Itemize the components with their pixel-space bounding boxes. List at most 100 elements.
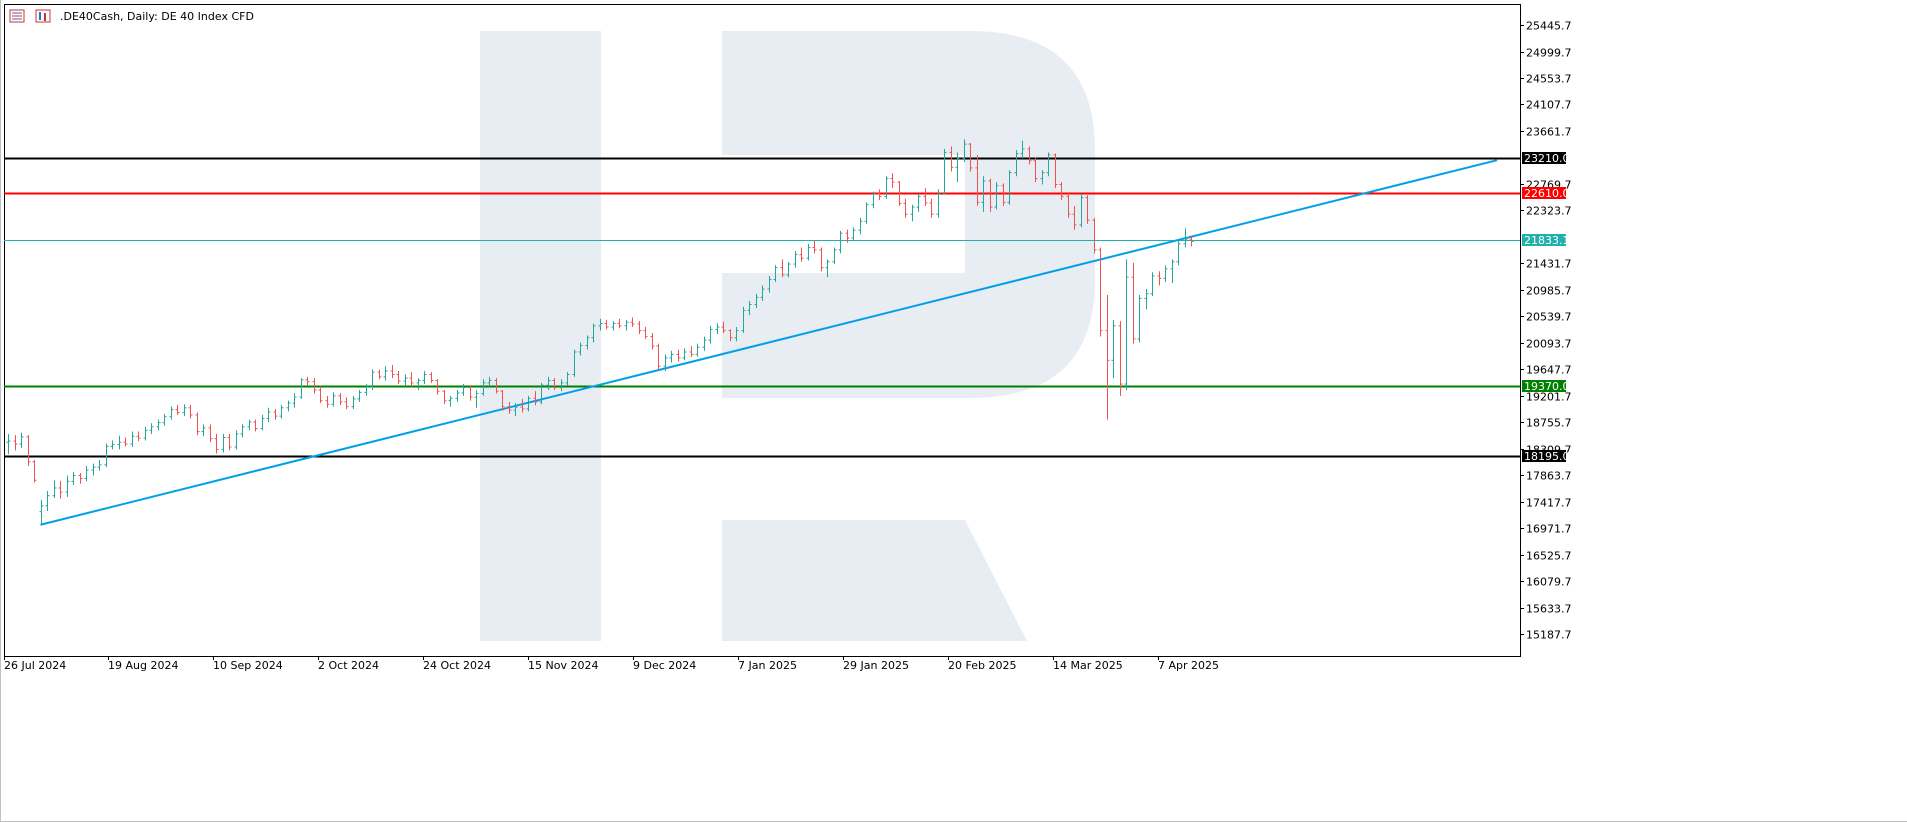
ohlc-bar <box>39 499 44 524</box>
ohlc-bar <box>871 191 876 209</box>
ohlc-bar <box>650 332 655 350</box>
y-tick-label: 24999.7 <box>1526 47 1572 60</box>
ohlc-bar <box>1014 150 1019 177</box>
ohlc-bar <box>689 346 694 357</box>
ohlc-bar <box>266 407 271 423</box>
ohlc-bar <box>825 259 830 278</box>
ohlc-bar <box>1079 194 1084 228</box>
ohlc-bar <box>292 392 297 408</box>
ohlc-bar <box>273 408 278 420</box>
ohlc-bar <box>1170 259 1175 284</box>
ohlc-bar <box>955 152 960 183</box>
ohlc-bar <box>487 376 492 387</box>
ohlc-bar <box>403 374 408 386</box>
ohlc-bar <box>195 412 200 436</box>
ohlc-bar <box>208 424 213 443</box>
ohlc-bar <box>286 400 291 412</box>
ohlc-bars <box>6 139 1194 524</box>
y-tick-label: 16971.7 <box>1526 523 1572 536</box>
ohlc-bar <box>916 194 921 212</box>
y-tick-label: 18755.7 <box>1526 417 1572 430</box>
ohlc-bar <box>676 349 681 362</box>
x-tick-label: 10 Sep 2024 <box>213 659 283 672</box>
ohlc-bar <box>884 176 889 199</box>
ohlc-bar <box>169 406 174 420</box>
ohlc-bar <box>370 369 375 390</box>
chart-title: .DE40Cash, Daily: DE 40 Index CFD <box>60 10 254 23</box>
ohlc-bar <box>1046 152 1051 177</box>
ohlc-bar <box>130 431 135 447</box>
ohlc-bar <box>1007 170 1012 205</box>
ohlc-bar <box>864 202 869 224</box>
ohlc-bar <box>533 391 538 406</box>
ohlc-bar <box>1053 153 1058 189</box>
y-tick-label: 17863.7 <box>1526 470 1572 483</box>
ohlc-bar <box>351 395 356 409</box>
ohlc-bar <box>455 389 460 402</box>
ohlc-bar <box>1105 294 1110 420</box>
ohlc-bar <box>1137 294 1142 343</box>
ohlc-bar <box>1085 195 1090 224</box>
ohlc-bar <box>1176 240 1181 266</box>
ohlc-bar <box>572 349 577 377</box>
ohlc-bar <box>929 198 934 218</box>
ohlc-bar <box>123 437 128 447</box>
x-tick-label: 26 Jul 2024 <box>4 659 66 672</box>
x-tick-label: 24 Oct 2024 <box>423 659 491 672</box>
ohlc-bar <box>1072 205 1077 230</box>
level-price-box <box>1522 380 1566 392</box>
ohlc-bar <box>546 376 551 390</box>
ohlc-bar <box>910 204 915 222</box>
ohlc-bar <box>1111 319 1116 379</box>
x-tick-label: 15 Nov 2024 <box>528 659 598 672</box>
ohlc-bar <box>331 392 336 407</box>
ohlc-bar <box>760 285 765 301</box>
chart-type-icon[interactable] <box>35 9 51 23</box>
ohlc-bar <box>643 327 648 339</box>
level-price-label: 21833.1 <box>1524 234 1570 247</box>
ohlc-bar <box>240 424 245 438</box>
ohlc-bar <box>1118 321 1123 396</box>
bars-menu-icon[interactable] <box>9 9 25 23</box>
ohlc-bar <box>71 471 76 485</box>
ohlc-bar <box>513 403 518 417</box>
y-tick-label: 25445.7 <box>1526 20 1572 33</box>
trendline[interactable] <box>40 159 1498 526</box>
ohlc-bar <box>1020 140 1025 159</box>
y-tick-label: 24107.7 <box>1526 99 1572 112</box>
ohlc-bar <box>715 323 720 335</box>
ohlc-bar <box>845 229 850 243</box>
ohlc-bar <box>897 180 902 206</box>
ohlc-bar <box>162 413 167 426</box>
ohlc-bar <box>13 435 18 451</box>
ohlc-bar <box>214 433 219 454</box>
level-price-box <box>1522 450 1566 462</box>
watermark-leg <box>722 520 1027 641</box>
ohlc-bar <box>435 379 440 395</box>
ohlc-bar <box>832 247 837 265</box>
x-tick-label: 19 Aug 2024 <box>108 659 178 672</box>
ohlc-bar <box>260 414 265 431</box>
ohlc-bar <box>175 404 180 415</box>
ohlc-bar <box>936 189 941 218</box>
ohlc-bar <box>1033 157 1038 183</box>
ohlc-bar <box>754 293 759 309</box>
ohlc-bar <box>975 154 980 206</box>
y-tick-label: 20539.7 <box>1526 311 1572 324</box>
ohlc-bar <box>877 189 882 200</box>
ohlc-bar <box>182 404 187 417</box>
ohlc-bar <box>838 230 843 254</box>
y-tick-label: 20093.7 <box>1526 338 1572 351</box>
ohlc-bar <box>1163 265 1168 282</box>
ohlc-bar <box>110 440 115 450</box>
ohlc-bar <box>598 318 603 331</box>
ohlc-bar <box>500 389 505 411</box>
ohlc-bar <box>981 176 986 212</box>
level-price-label: 22610.0 <box>1524 187 1570 200</box>
ohlc-bar <box>97 460 102 471</box>
ohlc-bar <box>45 490 50 512</box>
ohlc-bar <box>806 243 811 261</box>
ohlc-bar <box>429 372 434 383</box>
